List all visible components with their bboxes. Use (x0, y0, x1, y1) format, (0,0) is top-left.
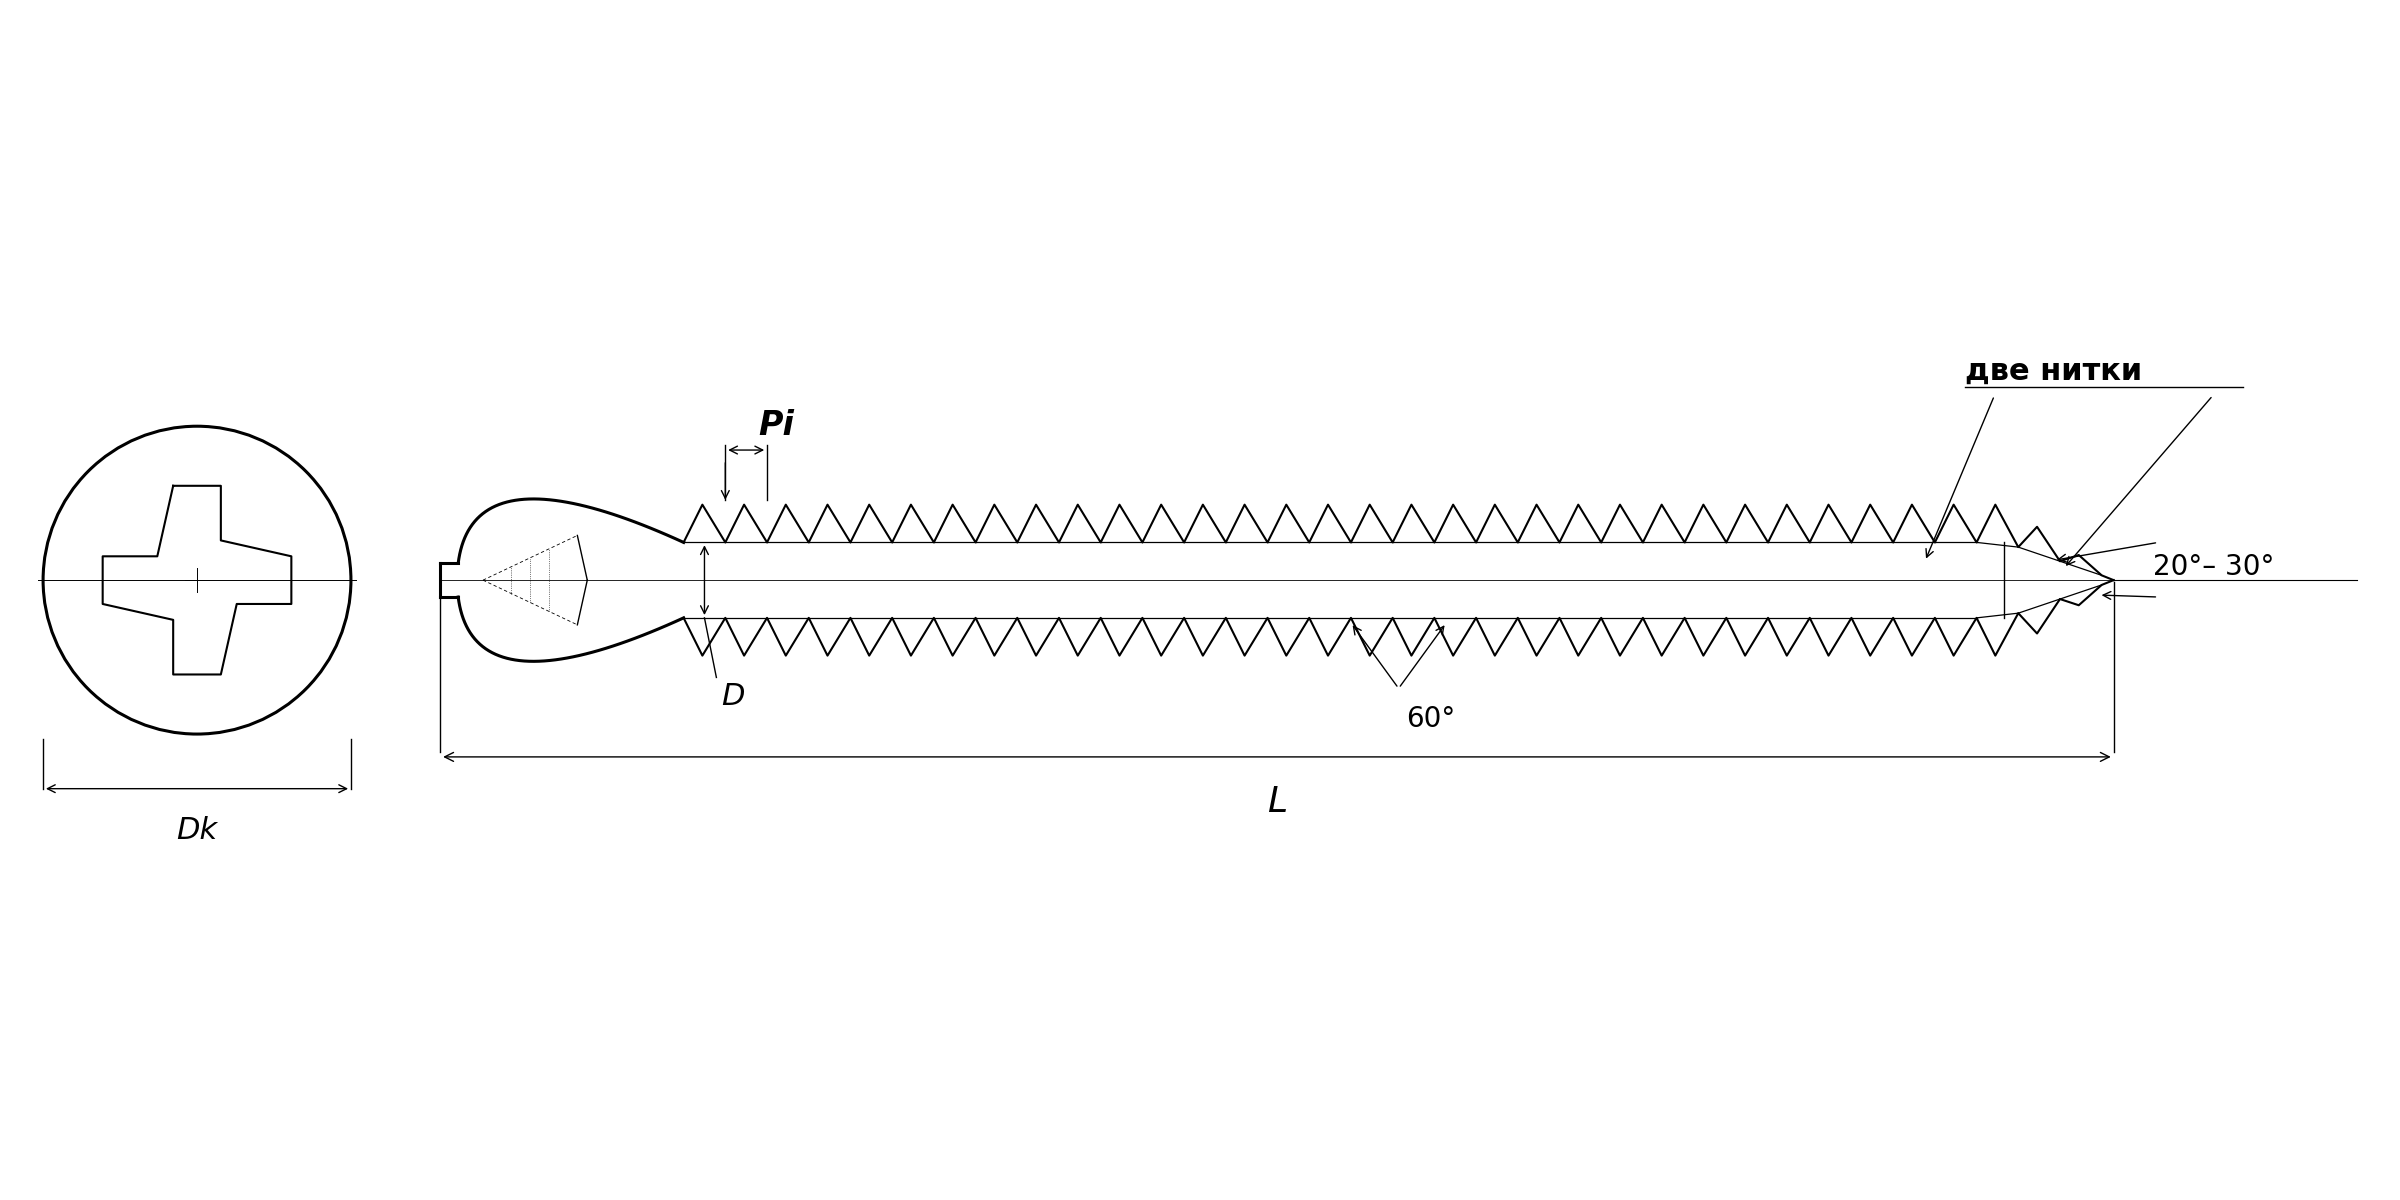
Text: D: D (722, 683, 744, 712)
Text: 20°– 30°: 20°– 30° (2153, 553, 2275, 581)
Text: Pi: Pi (758, 409, 794, 442)
Text: две нитки: две нитки (1966, 356, 2141, 385)
Text: L: L (1267, 785, 1286, 818)
Text: Dk: Dk (178, 816, 218, 846)
Text: 60°: 60° (1406, 706, 1457, 733)
